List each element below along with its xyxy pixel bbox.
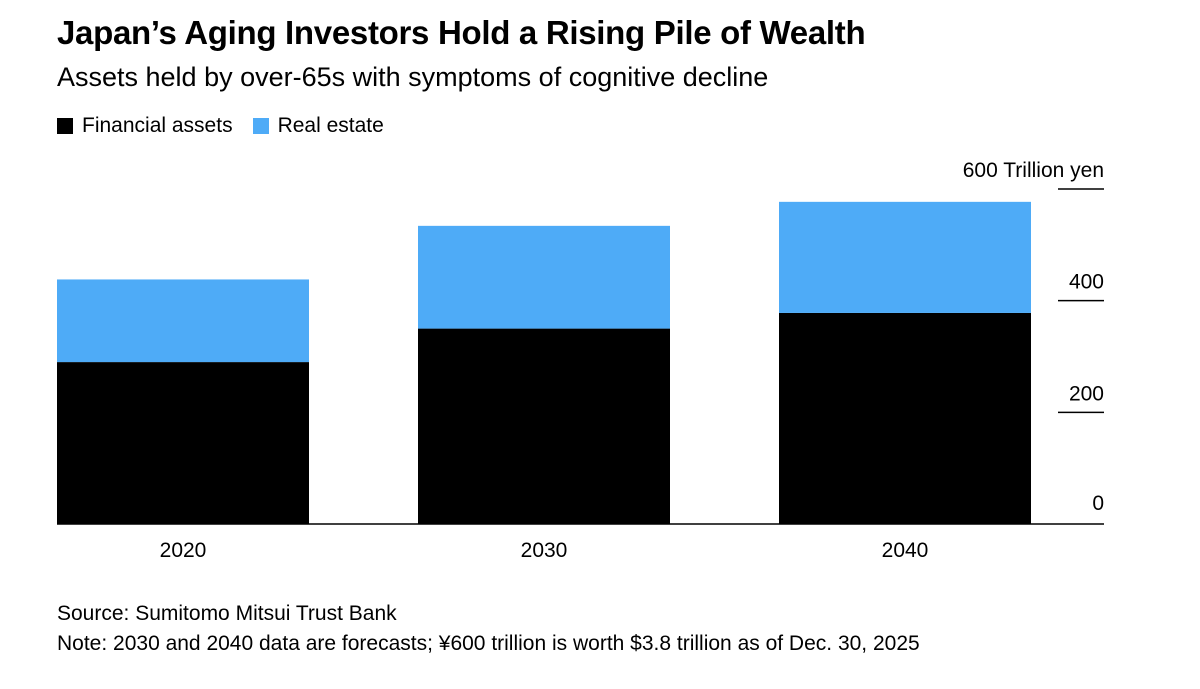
legend-label-financial: Financial assets bbox=[82, 114, 233, 137]
bar-financial-2040 bbox=[779, 312, 1031, 524]
legend: Financial assets Real estate bbox=[57, 114, 404, 138]
x-tick-label: 2030 bbox=[521, 539, 568, 562]
source-note: Source: Sumitomo Mitsui Trust Bank bbox=[57, 602, 397, 625]
y-tick-label: 200 bbox=[1069, 382, 1104, 405]
legend-item-real-estate: Real estate bbox=[252, 114, 384, 138]
legend-item-financial: Financial assets bbox=[57, 114, 233, 138]
footnote: Note: 2030 and 2040 data are forecasts; … bbox=[57, 632, 920, 655]
chart-subtitle: Assets held by over-65s with symptoms of… bbox=[57, 62, 769, 92]
legend-swatch-financial bbox=[57, 118, 73, 134]
chart-title: Japan’s Aging Investors Hold a Rising Pi… bbox=[57, 14, 866, 51]
y-tick-label: 400 bbox=[1069, 271, 1104, 294]
bar-financial-2030 bbox=[418, 328, 670, 524]
y-tick-label: 0 bbox=[1092, 492, 1104, 515]
legend-label-real-estate: Real estate bbox=[277, 114, 384, 137]
x-tick-label: 2020 bbox=[160, 539, 207, 562]
bar-real-estate-2020 bbox=[57, 279, 309, 363]
bar-real-estate-2040 bbox=[779, 201, 1031, 313]
y-tick-label: 600 Trillion yen bbox=[963, 159, 1104, 182]
legend-swatch-real-estate bbox=[252, 118, 269, 134]
x-tick-label: 2040 bbox=[882, 539, 929, 562]
bar-real-estate-2030 bbox=[418, 225, 670, 329]
bar-financial-2020 bbox=[57, 362, 309, 524]
